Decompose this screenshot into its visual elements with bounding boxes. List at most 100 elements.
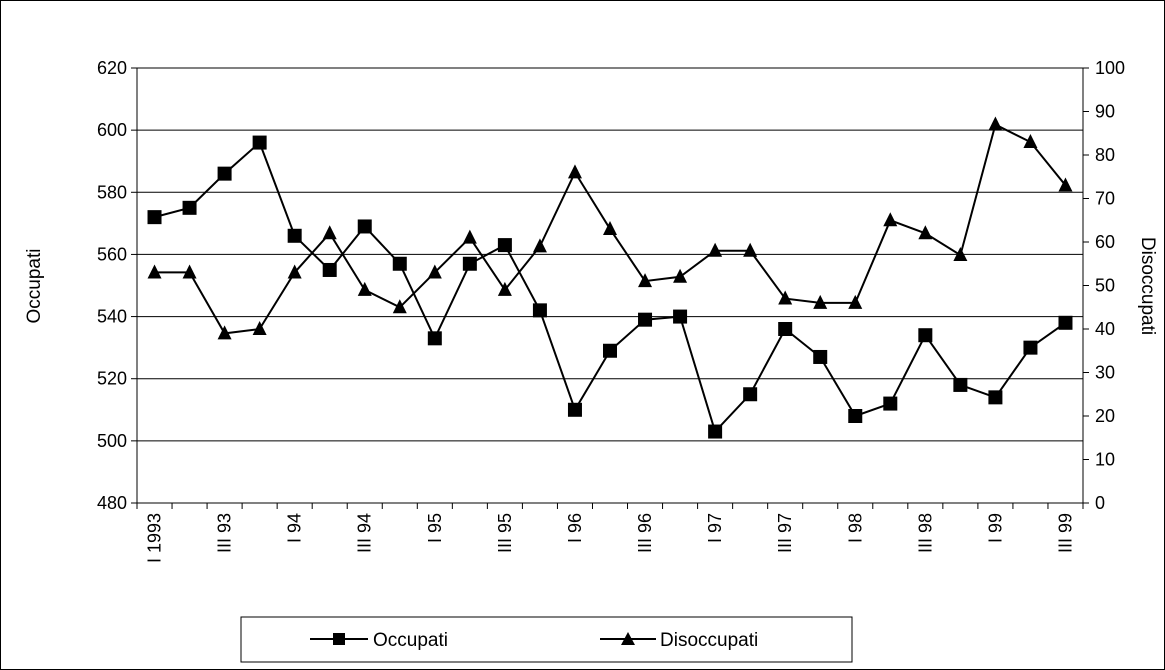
right-axis-ticks: 0 10 20 30 40 50 60 70 80 90 100 — [1083, 58, 1125, 513]
x-tick-label: I 1993 — [145, 513, 165, 563]
x-tick-label: I 95 — [425, 513, 445, 543]
right-tick-label: 50 — [1095, 276, 1115, 296]
series-occupati-point — [638, 312, 653, 327]
x-tick-label: III 94 — [355, 513, 375, 553]
series-disoccupati-point — [497, 281, 512, 296]
x-tick-label: III 93 — [215, 513, 235, 553]
x-tick-label: I 97 — [705, 513, 725, 543]
right-tick-label: 60 — [1095, 232, 1115, 252]
x-tick-label: III 99 — [1055, 513, 1075, 553]
series-disoccupati-point — [848, 294, 863, 309]
series-layer — [147, 116, 1073, 439]
series-occupati-point — [392, 256, 407, 271]
series-disoccupati-point — [918, 225, 933, 240]
series-disoccupati-point — [392, 299, 407, 314]
series-disoccupati-point — [252, 321, 267, 335]
series-disoccupati-point — [182, 264, 197, 279]
series-occupati-point — [182, 200, 197, 215]
series-occupati-point — [813, 349, 828, 364]
left-axis-ticks: 480 500 520 540 560 580 600 620 — [97, 58, 137, 513]
series-occupati-point — [778, 322, 793, 336]
series-disoccupati-point — [743, 242, 758, 257]
left-tick-label: 500 — [97, 431, 127, 451]
left-tick-label: 580 — [97, 182, 127, 202]
series-disoccupati-point — [567, 164, 582, 179]
series-occupati-point — [217, 166, 232, 181]
series-occupati-point — [532, 303, 547, 318]
series-occupati-point — [497, 238, 512, 253]
left-tick-label: 560 — [97, 244, 127, 264]
right-tick-label: 90 — [1095, 102, 1115, 122]
right-tick-label: 100 — [1095, 58, 1125, 78]
series-disoccupati-point — [778, 290, 793, 305]
left-tick-label: 620 — [97, 58, 127, 78]
series-disoccupati-point — [673, 268, 688, 283]
series-occupati-point — [673, 309, 688, 324]
x-tick-label: I 99 — [985, 513, 1005, 543]
series-disoccupati-point — [147, 264, 162, 279]
series-occupati-point — [743, 387, 758, 402]
legend: Occupati Disoccupati — [240, 616, 853, 663]
series-disoccupati-point — [1023, 133, 1038, 148]
series-occupati-point — [708, 424, 723, 439]
right-tick-label: 80 — [1095, 145, 1115, 165]
right-tick-label: 0 — [1095, 493, 1105, 513]
legend-disoccupati-label: Disoccupati — [660, 630, 758, 651]
left-tick-label: 540 — [97, 307, 127, 327]
left-tick-label: 600 — [97, 120, 127, 140]
series-disoccupati-point — [462, 229, 477, 244]
right-tick-label: 40 — [1095, 319, 1115, 339]
series-disoccupati-point — [708, 242, 723, 257]
right-axis-title: Disoccupati — [1137, 237, 1158, 335]
series-disoccupati-point — [532, 238, 547, 253]
x-tick-label: I 96 — [565, 513, 585, 543]
series-disoccupati-point — [322, 225, 337, 240]
legend-disoccupati-marker — [621, 632, 635, 645]
series-occupati-point — [918, 328, 933, 343]
series-disoccupati-point — [988, 116, 1003, 131]
series-disoccupati-point — [427, 264, 442, 279]
series-occupati-point — [287, 228, 302, 243]
x-tick-label: I 94 — [285, 513, 305, 543]
gridlines — [137, 67, 1083, 442]
series-disoccupati-point — [357, 281, 372, 296]
series-occupati-point — [567, 402, 582, 417]
x-tick-label: III 97 — [775, 513, 795, 553]
series-occupati-point — [953, 377, 968, 392]
right-tick-label: 20 — [1095, 406, 1115, 426]
legend-occupati-label: Occupati — [373, 630, 448, 651]
x-axis-ticks: I 1993 III 93 I 94 III 94 I 95 III 95 I 96 III … — [136, 503, 1084, 563]
left-axis-title: Occupati — [24, 249, 45, 324]
series-disoccupati-point — [953, 247, 968, 262]
series-occupati-point — [462, 256, 477, 271]
series-occupati-point — [848, 409, 863, 423]
series-occupati-point — [252, 135, 267, 150]
series-occupati-point — [357, 219, 372, 234]
series-disoccupati-point — [813, 294, 828, 309]
left-tick-label: 520 — [97, 369, 127, 389]
series-occupati-point — [883, 396, 898, 411]
series-occupati-point — [1023, 340, 1038, 355]
x-tick-label: I 98 — [845, 513, 865, 543]
series-occupati-point — [988, 390, 1003, 405]
series-occupati-point — [603, 343, 617, 358]
right-tick-label: 10 — [1095, 450, 1115, 470]
right-tick-label: 70 — [1095, 189, 1115, 209]
series-disoccupati-point — [1058, 177, 1073, 192]
x-tick-label: III 95 — [495, 513, 515, 553]
series-occupati-point — [322, 262, 337, 277]
series-occupati-point — [147, 210, 162, 225]
series-disoccupati-point — [217, 325, 232, 340]
legend-occupati-marker — [333, 633, 345, 645]
series-disoccupati-point — [287, 264, 302, 279]
left-tick-label: 480 — [97, 493, 127, 513]
series-occupati-point — [427, 331, 442, 346]
series-occupati-point — [1058, 315, 1073, 330]
series-disoccupati-point — [883, 212, 898, 227]
x-tick-label: III 98 — [915, 513, 935, 553]
series-disoccupati-point — [638, 273, 653, 288]
series-disoccupati-point — [603, 220, 617, 235]
right-tick-label: 30 — [1095, 363, 1115, 383]
